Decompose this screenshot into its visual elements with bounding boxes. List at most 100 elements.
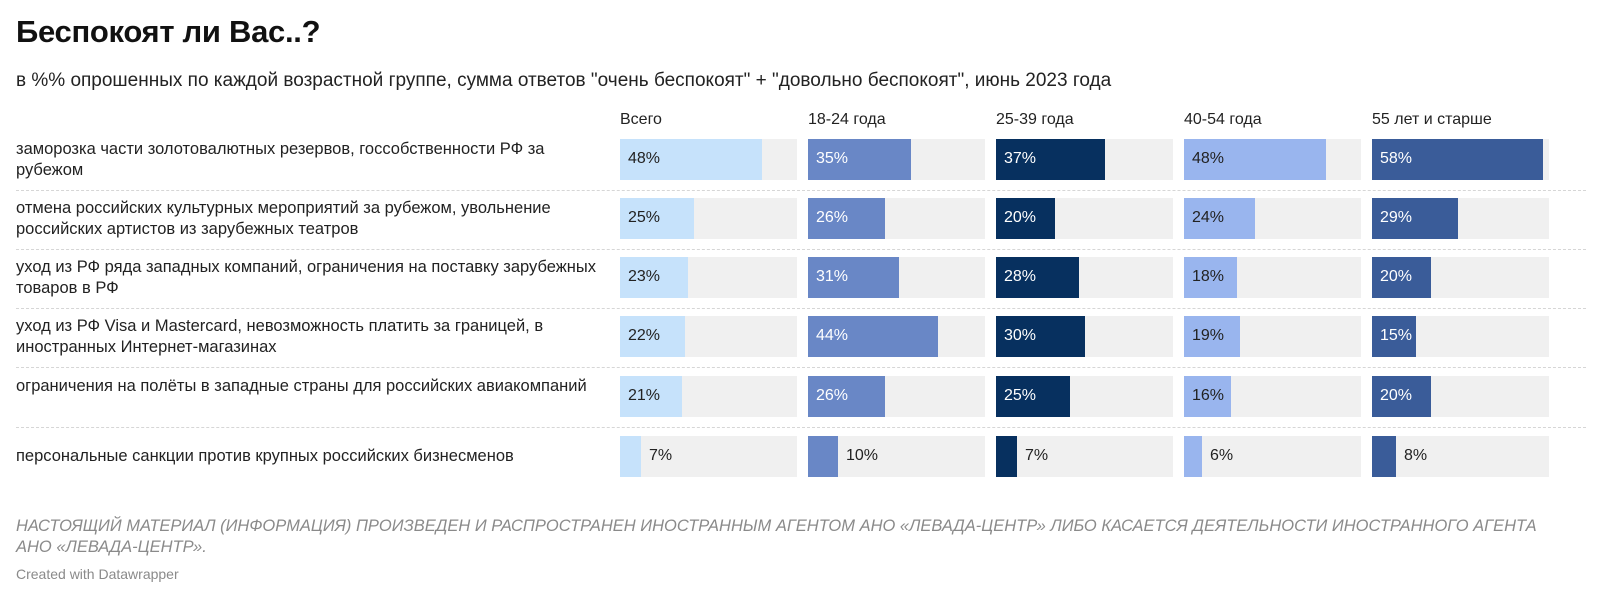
value-label: 7% xyxy=(1025,447,1049,464)
bar-track: 25% xyxy=(996,376,1173,417)
value-label: 22% xyxy=(628,327,661,344)
bar-track: 30% xyxy=(996,316,1173,357)
bar[interactable] xyxy=(808,198,885,239)
value-label: 19% xyxy=(1192,327,1225,344)
foreign-agent-notice: НАСТОЯЩИЙ МАТЕРИАЛ (ИНФОРМАЦИЯ) ПРОИЗВЕД… xyxy=(16,517,1537,556)
column-header: 55 лет и старше xyxy=(1372,111,1492,128)
bar-track: 6% xyxy=(1184,436,1361,477)
value-label: 44% xyxy=(816,327,849,344)
value-label: 30% xyxy=(1004,327,1037,344)
bar-track: 44% xyxy=(808,316,985,357)
bar[interactable] xyxy=(996,139,1105,180)
bar-track: 25% xyxy=(620,198,797,239)
chart-row: уход из РФ ряда западных компаний, огран… xyxy=(16,249,1586,309)
bar-track: 24% xyxy=(1184,198,1361,239)
bar-track: 31% xyxy=(808,257,985,298)
value-label: 25% xyxy=(628,209,661,226)
bar-track: 37% xyxy=(996,139,1173,180)
row-label: отмена российских культурных мероприятий… xyxy=(16,199,551,238)
bar[interactable] xyxy=(620,316,685,357)
value-label: 6% xyxy=(1210,447,1234,464)
row-label: персональные санкции против крупных росс… xyxy=(16,447,514,465)
bar[interactable] xyxy=(996,198,1055,239)
bar-track: 26% xyxy=(808,376,985,417)
bar[interactable] xyxy=(1372,436,1396,477)
bar-track: 35% xyxy=(808,139,985,180)
chart-subtitle: в %% опрошенных по каждой возрастной гру… xyxy=(16,70,1112,91)
bar-track: 22% xyxy=(620,316,797,357)
bar-track: 26% xyxy=(808,198,985,239)
column-header: 25-39 года xyxy=(996,111,1074,128)
value-label: 26% xyxy=(816,387,849,404)
chart-row: уход из РФ Visa и Mastercard, невозможно… xyxy=(16,308,1586,368)
value-label: 21% xyxy=(628,387,661,404)
value-label: 28% xyxy=(1004,268,1037,285)
bar-track: 48% xyxy=(620,139,797,180)
bar-track: 8% xyxy=(1372,436,1549,477)
value-label: 48% xyxy=(628,150,661,167)
column-header: 18-24 года xyxy=(808,111,886,128)
bar-track: 10% xyxy=(808,436,985,477)
bar[interactable] xyxy=(808,376,885,417)
bar[interactable] xyxy=(1372,316,1416,357)
bar[interactable] xyxy=(996,257,1079,298)
bar[interactable] xyxy=(1184,139,1326,180)
chart-row: ограничения на полёты в западные страны … xyxy=(16,368,1586,428)
value-label: 37% xyxy=(1004,150,1037,167)
bar-track: 29% xyxy=(1372,198,1549,239)
value-label: 20% xyxy=(1380,387,1413,404)
bar[interactable] xyxy=(996,316,1085,357)
bar[interactable] xyxy=(620,436,641,477)
chart-row: заморозка части золотовалютных резервов,… xyxy=(16,131,1586,191)
column-header: 40-54 года xyxy=(1184,111,1262,128)
bar[interactable] xyxy=(620,257,688,298)
bar[interactable] xyxy=(1372,376,1431,417)
value-label: 10% xyxy=(846,447,879,464)
bar[interactable] xyxy=(1184,316,1240,357)
bar[interactable] xyxy=(808,139,911,180)
value-label: 26% xyxy=(816,209,849,226)
value-label: 24% xyxy=(1192,209,1225,226)
bar-track: 28% xyxy=(996,257,1173,298)
value-label: 58% xyxy=(1380,150,1413,167)
bar-track: 19% xyxy=(1184,316,1361,357)
bar-track: 7% xyxy=(620,436,797,477)
value-label: 8% xyxy=(1404,447,1428,464)
value-label: 7% xyxy=(649,447,673,464)
bar[interactable] xyxy=(996,376,1070,417)
bar[interactable] xyxy=(1372,257,1431,298)
bar-track: 20% xyxy=(1372,257,1549,298)
value-label: 31% xyxy=(816,268,849,285)
datawrapper-credit[interactable]: Created with Datawrapper xyxy=(16,566,179,582)
row-label: заморозка части золотовалютных резервов,… xyxy=(16,140,545,179)
value-label: 20% xyxy=(1004,209,1037,226)
bar[interactable] xyxy=(1184,436,1202,477)
value-label: 29% xyxy=(1380,209,1413,226)
value-label: 35% xyxy=(816,150,849,167)
value-label: 25% xyxy=(1004,387,1037,404)
value-label: 18% xyxy=(1192,268,1225,285)
bar[interactable] xyxy=(808,436,838,477)
bar[interactable] xyxy=(808,257,899,298)
bar[interactable] xyxy=(620,376,682,417)
bar[interactable] xyxy=(1372,139,1543,180)
bar[interactable] xyxy=(1184,198,1255,239)
bar[interactable] xyxy=(620,139,762,180)
value-label: 15% xyxy=(1380,327,1413,344)
value-label: 20% xyxy=(1380,268,1413,285)
bar[interactable] xyxy=(1184,257,1237,298)
bar[interactable] xyxy=(996,436,1017,477)
value-label: 48% xyxy=(1192,150,1225,167)
bar[interactable] xyxy=(808,316,938,357)
bar-track: 20% xyxy=(1372,376,1549,417)
bar-track: 48% xyxy=(1184,139,1361,180)
bar-track: 20% xyxy=(996,198,1173,239)
bar[interactable] xyxy=(1184,376,1231,417)
bar-track: 7% xyxy=(996,436,1173,477)
bar[interactable] xyxy=(1372,198,1458,239)
bar[interactable] xyxy=(620,198,694,239)
row-label: уход из РФ Visa и Mastercard, невозможно… xyxy=(16,317,544,356)
bar-track: 21% xyxy=(620,376,797,417)
bar-track: 23% xyxy=(620,257,797,298)
